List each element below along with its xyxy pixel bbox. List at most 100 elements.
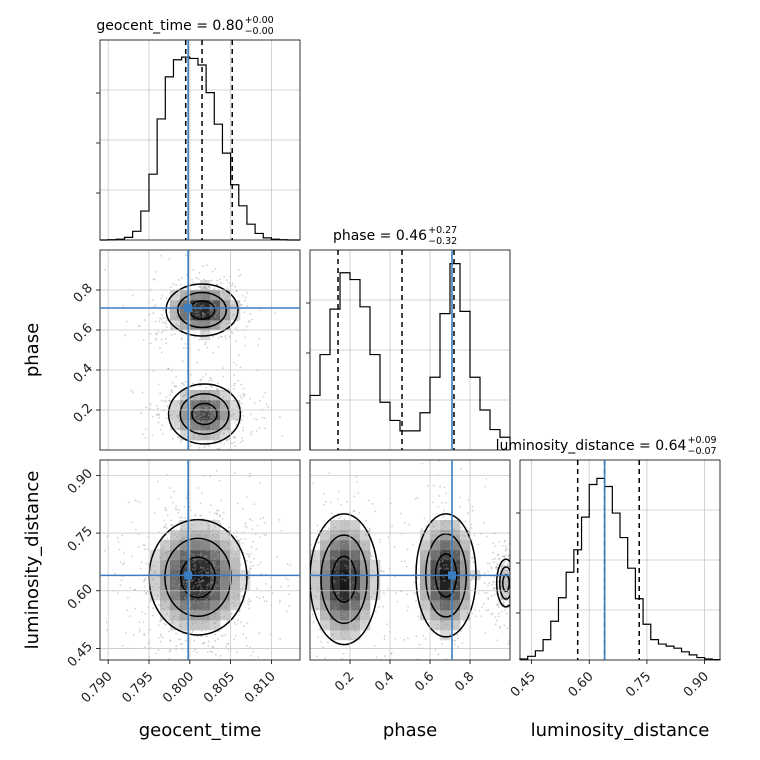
joint-geocent_time-phase-sample-point — [175, 375, 177, 378]
joint-geocent_time-phase-sample-point — [238, 300, 241, 303]
joint-geocent_time-phase-sample-point — [202, 332, 204, 335]
joint-phase-luminosity_distance-sample-point — [443, 557, 446, 559]
joint-geocent_time-luminosity_distance-sample-point — [173, 558, 176, 560]
joint-geocent_time-luminosity_distance-sample-point — [167, 568, 170, 571]
joint-phase-luminosity_distance-sample-point — [466, 612, 468, 614]
joint-geocent_time-luminosity_distance-sample-point — [221, 540, 224, 543]
joint-phase-luminosity_distance-sample-point — [403, 638, 406, 641]
joint-geocent_time-phase-sample-point — [194, 424, 197, 427]
joint-geocent_time-luminosity_distance-sample-point — [163, 526, 166, 528]
joint-geocent_time-luminosity_distance-sample-point — [185, 581, 188, 583]
joint-geocent_time-luminosity_distance-sample-point — [170, 523, 173, 526]
joint-phase-luminosity_distance-sample-point — [343, 638, 346, 641]
joint-geocent_time-phase-sample-point — [173, 385, 176, 387]
joint-phase-luminosity_distance-sample-point — [501, 544, 504, 547]
joint-phase-luminosity_distance-sample-point — [305, 537, 307, 539]
joint-geocent_time-luminosity_distance-sample-point — [178, 616, 181, 619]
joint-geocent_time-phase-sample-point — [181, 301, 184, 303]
joint-phase-luminosity_distance-density-cell — [450, 550, 461, 561]
joint-geocent_time-phase-sample-point — [184, 420, 186, 423]
joint-geocent_time-phase-sample-point — [181, 438, 184, 441]
joint-geocent_time-luminosity_distance-sample-point — [182, 557, 185, 560]
joint-geocent_time-luminosity_distance-sample-point — [288, 605, 291, 608]
joint-geocent_time-phase-sample-point — [177, 427, 180, 429]
joint-geocent_time-phase-sample-point — [209, 377, 212, 379]
joint-phase-luminosity_distance-sample-point — [449, 603, 452, 606]
joint-geocent_time-luminosity_distance-sample-point — [243, 625, 245, 627]
joint-phase-luminosity_distance-sample-point — [347, 570, 350, 573]
joint-phase-luminosity_distance-sample-point — [496, 554, 499, 556]
joint-geocent_time-luminosity_distance-sample-point — [208, 663, 210, 665]
xlabel-luminosity_distance: luminosity_distance — [531, 720, 710, 741]
joint-geocent_time-phase-density-cell — [190, 300, 201, 311]
joint-geocent_time-phase-sample-point — [191, 319, 194, 322]
joint-phase-luminosity_distance-sample-point — [358, 511, 361, 514]
joint-phase-luminosity_distance-sample-point — [312, 482, 315, 485]
joint-geocent_time-luminosity_distance-density-cell — [150, 590, 161, 601]
joint-phase-luminosity_distance-density-cell — [330, 600, 341, 611]
joint-geocent_time-luminosity_distance-sample-point — [160, 604, 162, 607]
joint-geocent_time-phase-sample-point — [227, 318, 229, 321]
joint-geocent_time-luminosity_distance-sample-point — [134, 499, 137, 502]
joint-geocent_time-luminosity_distance-sample-point — [200, 552, 202, 555]
joint-geocent_time-phase-density-cell — [200, 410, 211, 421]
joint-phase-luminosity_distance-sample-point — [500, 587, 503, 590]
joint-geocent_time-phase-sample-point — [156, 414, 159, 417]
joint-phase-luminosity_distance-sample-point — [445, 451, 447, 453]
joint-phase-luminosity_distance-sample-point — [421, 588, 423, 591]
joint-geocent_time-phase-sample-point — [233, 441, 236, 444]
joint-phase-luminosity_distance-sample-point — [370, 555, 372, 558]
joint-geocent_time-phase-sample-point — [161, 313, 163, 316]
joint-geocent_time-luminosity_distance-sample-point — [227, 575, 230, 578]
joint-geocent_time-phase-sample-point — [225, 279, 228, 282]
joint-phase-luminosity_distance-sample-point — [337, 611, 339, 613]
joint-phase-luminosity_distance-sample-point — [506, 603, 509, 606]
joint-geocent_time-luminosity_distance-sample-point — [200, 576, 203, 579]
joint-geocent_time-phase-sample-point — [223, 432, 226, 435]
joint-geocent_time-luminosity_distance-sample-point — [194, 648, 197, 651]
joint-geocent_time-luminosity_distance-sample-point — [182, 606, 185, 609]
joint-geocent_time-luminosity_distance-sample-point — [178, 598, 181, 601]
joint-phase-luminosity_distance-density-cell — [370, 590, 381, 601]
joint-geocent_time-luminosity_distance-sample-point — [153, 571, 156, 574]
joint-phase-luminosity_distance-sample-point — [401, 560, 403, 563]
joint-phase-luminosity_distance-density-cell — [430, 560, 441, 571]
joint-phase-luminosity_distance-sample-point — [505, 586, 508, 589]
joint-phase-luminosity_distance-sample-point — [382, 570, 385, 573]
joint-phase-luminosity_distance-sample-point — [496, 566, 498, 569]
joint-geocent_time-luminosity_distance-sample-point — [165, 552, 168, 555]
joint-phase-luminosity_distance-sample-point — [500, 585, 503, 588]
joint-phase-luminosity_distance-sample-point — [442, 579, 445, 582]
joint-geocent_time-luminosity_distance-sample-point — [179, 638, 182, 641]
joint-geocent_time-phase-sample-point — [202, 414, 204, 417]
joint-phase-luminosity_distance-sample-point — [520, 607, 522, 609]
joint-geocent_time-phase-sample-point — [195, 277, 198, 279]
joint-phase-luminosity_distance-sample-point — [475, 615, 478, 618]
joint-geocent_time-phase-sample-point — [185, 392, 188, 394]
joint-phase-luminosity_distance-sample-point — [287, 588, 289, 590]
joint-phase-luminosity_distance-sample-point — [498, 557, 500, 560]
joint-geocent_time-luminosity_distance-sample-point — [190, 552, 193, 555]
joint-geocent_time-luminosity_distance-sample-point — [178, 509, 181, 511]
joint-geocent_time-phase-sample-point — [214, 414, 217, 417]
joint-phase-luminosity_distance-density-cell — [350, 600, 361, 611]
joint-phase-luminosity_distance-sample-point — [341, 608, 344, 611]
xtick-label-phase-1: 0.4 — [372, 669, 397, 694]
xlabel-geocent_time: geocent_time — [139, 720, 262, 741]
joint-geocent_time-phase-sample-point — [221, 321, 224, 324]
joint-phase-luminosity_distance-sample-point — [463, 577, 466, 580]
joint-geocent_time-phase-sample-point — [195, 396, 198, 399]
joint-phase-luminosity_distance-sample-point — [335, 624, 338, 627]
joint-geocent_time-luminosity_distance-sample-point — [211, 554, 214, 557]
joint-phase-luminosity_distance-sample-point — [463, 535, 466, 538]
joint-geocent_time-luminosity_distance-sample-point — [190, 527, 193, 530]
joint-geocent_time-luminosity_distance-sample-point — [280, 529, 283, 532]
joint-phase-luminosity_distance-sample-point — [336, 498, 339, 501]
joint-geocent_time-luminosity_distance-sample-point — [238, 610, 241, 613]
joint-geocent_time-luminosity_distance-sample-point — [196, 533, 199, 536]
joint-geocent_time-luminosity_distance-sample-point — [160, 547, 163, 550]
joint-phase-luminosity_distance-sample-point — [493, 581, 496, 583]
joint-phase-luminosity_distance-sample-point — [440, 620, 443, 623]
joint-geocent_time-luminosity_distance-sample-point — [206, 554, 209, 557]
joint-geocent_time-luminosity_distance-sample-point — [213, 601, 216, 603]
